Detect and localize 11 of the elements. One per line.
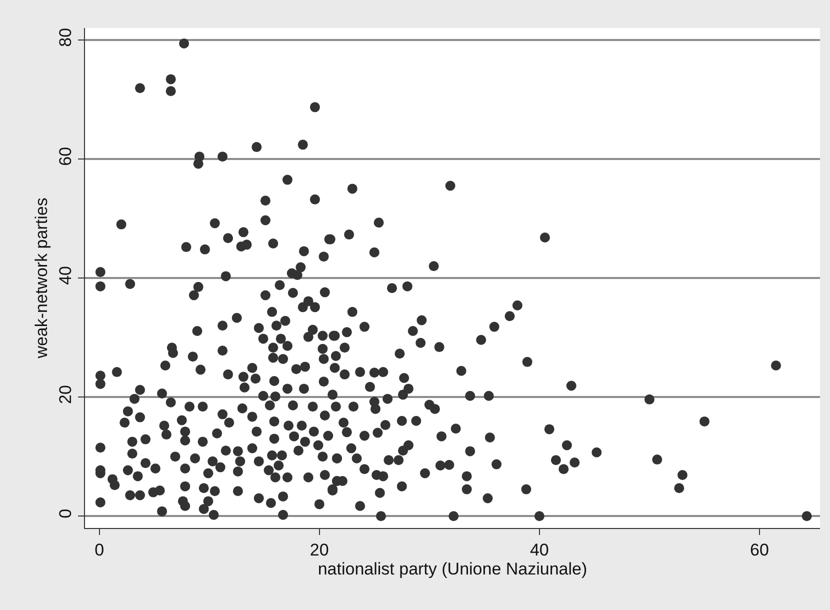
y-tick-label: 40 (56, 266, 76, 285)
x-axis-title: nationalist party (Unione Naziunale) (318, 559, 588, 578)
y-tick-label: 60 (56, 146, 76, 166)
y-tick-label: 0 (56, 508, 76, 518)
y-axis-title: weak-network parties (32, 198, 51, 360)
x-tick-label: 40 (530, 540, 549, 560)
y-tick-label: 80 (56, 28, 76, 47)
x-tick-label: 20 (310, 540, 329, 560)
y-tick-label: 20 (56, 385, 76, 404)
x-tick-label: 0 (94, 540, 104, 560)
x-tick-label: 60 (750, 540, 769, 560)
